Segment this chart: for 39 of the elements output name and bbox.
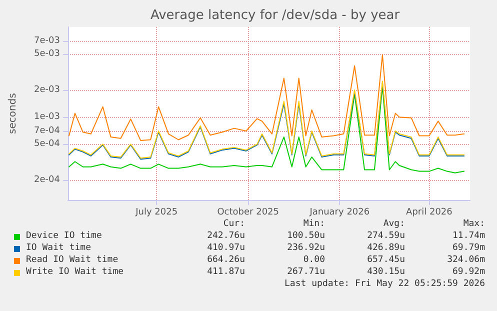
text: 410.97u: [206, 243, 245, 253]
text: 657.45u: [366, 255, 405, 265]
text: 236.92u: [286, 243, 325, 253]
y-tick-label: 2e-03: [34, 84, 60, 95]
x-tick-label: July 2025: [134, 208, 178, 218]
text: 242.76u: [206, 231, 245, 241]
text: 267.71u: [286, 267, 325, 277]
text: 664.26u: [206, 255, 245, 265]
legend-label: Read IO Wait time: [26, 255, 118, 265]
y-tick-label: 1e-03: [34, 112, 60, 122]
legend-label: Write IO Wait time: [26, 267, 124, 277]
x-tick-label: October 2025: [217, 208, 279, 218]
text: 69.79m: [451, 243, 485, 253]
legend-label: IO Wait time: [26, 243, 92, 253]
y-tick-label: 2e-04: [34, 175, 60, 186]
x-tick-label: January 2026: [308, 208, 370, 218]
text: 324.06m: [446, 255, 485, 265]
y-tick-label: 7e-03: [34, 36, 60, 46]
text: 11.74m: [451, 231, 485, 241]
y-axis-title: seconds: [8, 93, 18, 134]
chart-title: Average latency for /dev/sda - by year: [150, 8, 400, 23]
text: Max:: [462, 219, 485, 229]
text: Cur:: [222, 219, 245, 229]
text: Avg:: [382, 219, 405, 229]
text: 411.87u: [206, 267, 245, 277]
legend-label: Device IO time: [26, 231, 102, 241]
y-tick-label: 5e-03: [34, 49, 60, 60]
y-tick-label: 5e-04: [34, 139, 60, 150]
text: 0.00: [302, 255, 325, 265]
text: 69.92m: [451, 267, 485, 277]
y-tick-label: 7e-04: [34, 126, 60, 136]
text: 426.89u: [366, 243, 405, 253]
text: 430.15u: [366, 267, 405, 277]
x-tick-label: April 2026: [406, 208, 453, 218]
text: Last update: Fri May 22 05:25:59 2026: [284, 279, 485, 289]
text: 274.59u: [366, 231, 405, 241]
line-series: [68, 54, 465, 141]
text: Min:: [302, 219, 325, 229]
text: 100.50u: [286, 231, 325, 241]
